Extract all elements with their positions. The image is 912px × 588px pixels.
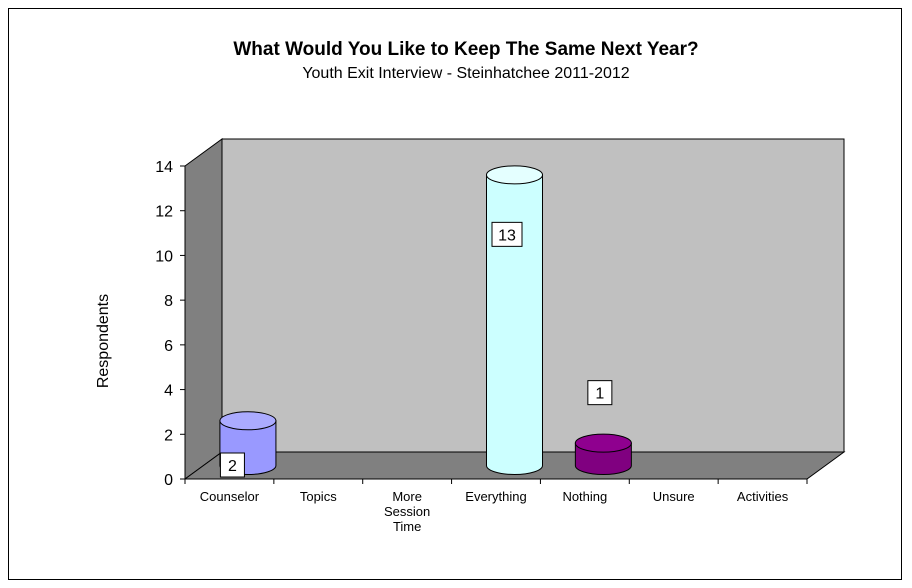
x-tick-label: Nothing — [562, 489, 607, 504]
chart-title: What Would You Like to Keep The Same Nex… — [233, 39, 698, 60]
data-label-text: 2 — [228, 458, 237, 475]
chart-frame: What Would You Like to Keep The Same Nex… — [8, 8, 902, 580]
y-tick-label: 12 — [155, 204, 173, 221]
y-axis-label: Respondents — [95, 294, 112, 388]
x-tick-label: Unsure — [653, 489, 695, 504]
side-wall — [184, 138, 223, 480]
x-tick-label: Topics — [300, 489, 337, 504]
y-tick-label: 4 — [164, 383, 173, 400]
x-tick-label: Everything — [465, 489, 526, 504]
chart-subtitle: Youth Exit Interview - Steinhatchee 2011… — [302, 65, 629, 82]
data-label-box — [491, 221, 523, 247]
x-tick-label: Activities — [737, 489, 789, 504]
y-tick-label: 2 — [164, 427, 173, 444]
bar-body — [486, 174, 543, 475]
y-tick-label: 10 — [155, 248, 173, 265]
data-label: 1 — [587, 380, 613, 406]
data-label-box — [587, 380, 613, 406]
data-label-text: 1 — [595, 386, 604, 403]
bar-nothing — [574, 433, 632, 475]
data-label-box — [219, 452, 245, 478]
x-tick-label: Counselor — [200, 489, 260, 504]
x-tick-label: More Session Time — [384, 489, 430, 534]
bar-top — [486, 165, 543, 185]
data-label: 2 — [219, 452, 245, 478]
y-tick-label: 6 — [164, 338, 173, 355]
y-tick-label: 8 — [164, 293, 173, 310]
bar-everything — [486, 165, 543, 475]
chart-svg: What Would You Like to Keep The Same Nex… — [95, 39, 846, 534]
data-label: 13 — [491, 221, 523, 247]
data-label-text: 13 — [498, 227, 516, 244]
bar-top — [219, 411, 277, 431]
bar-top — [574, 433, 632, 453]
y-tick-label: 14 — [155, 159, 173, 176]
y-tick-label: 0 — [164, 472, 173, 489]
